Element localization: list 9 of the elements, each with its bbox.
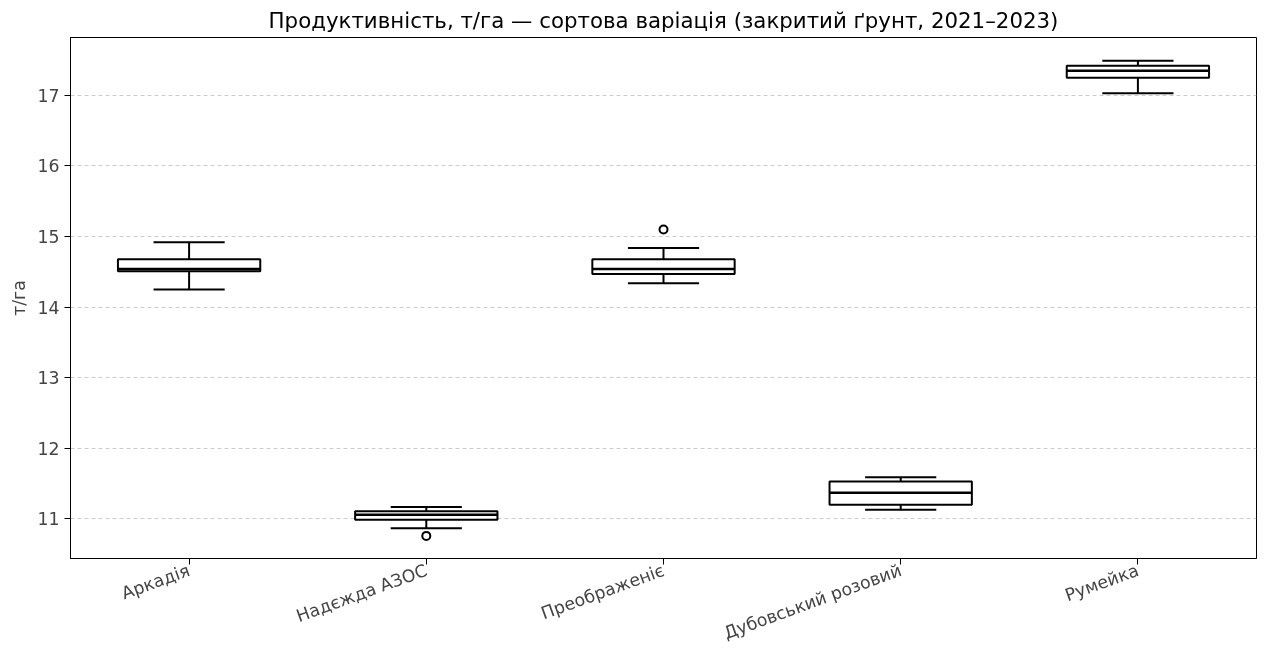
y-tick-label: 16 <box>37 156 60 177</box>
y-axis-title: т/га <box>9 280 30 316</box>
y-tick-label: 14 <box>37 297 60 318</box>
y-tick-label: 11 <box>37 509 60 530</box>
y-tick-label: 17 <box>37 85 60 106</box>
y-tick-label: 15 <box>37 227 60 248</box>
y-tick-label: 12 <box>37 438 60 459</box>
y-tick-label: 13 <box>37 368 60 389</box>
chart-title: Продуктивність, т/га — сортова варіація (закритий ґрунт, 2021–2023) <box>268 7 1059 33</box>
